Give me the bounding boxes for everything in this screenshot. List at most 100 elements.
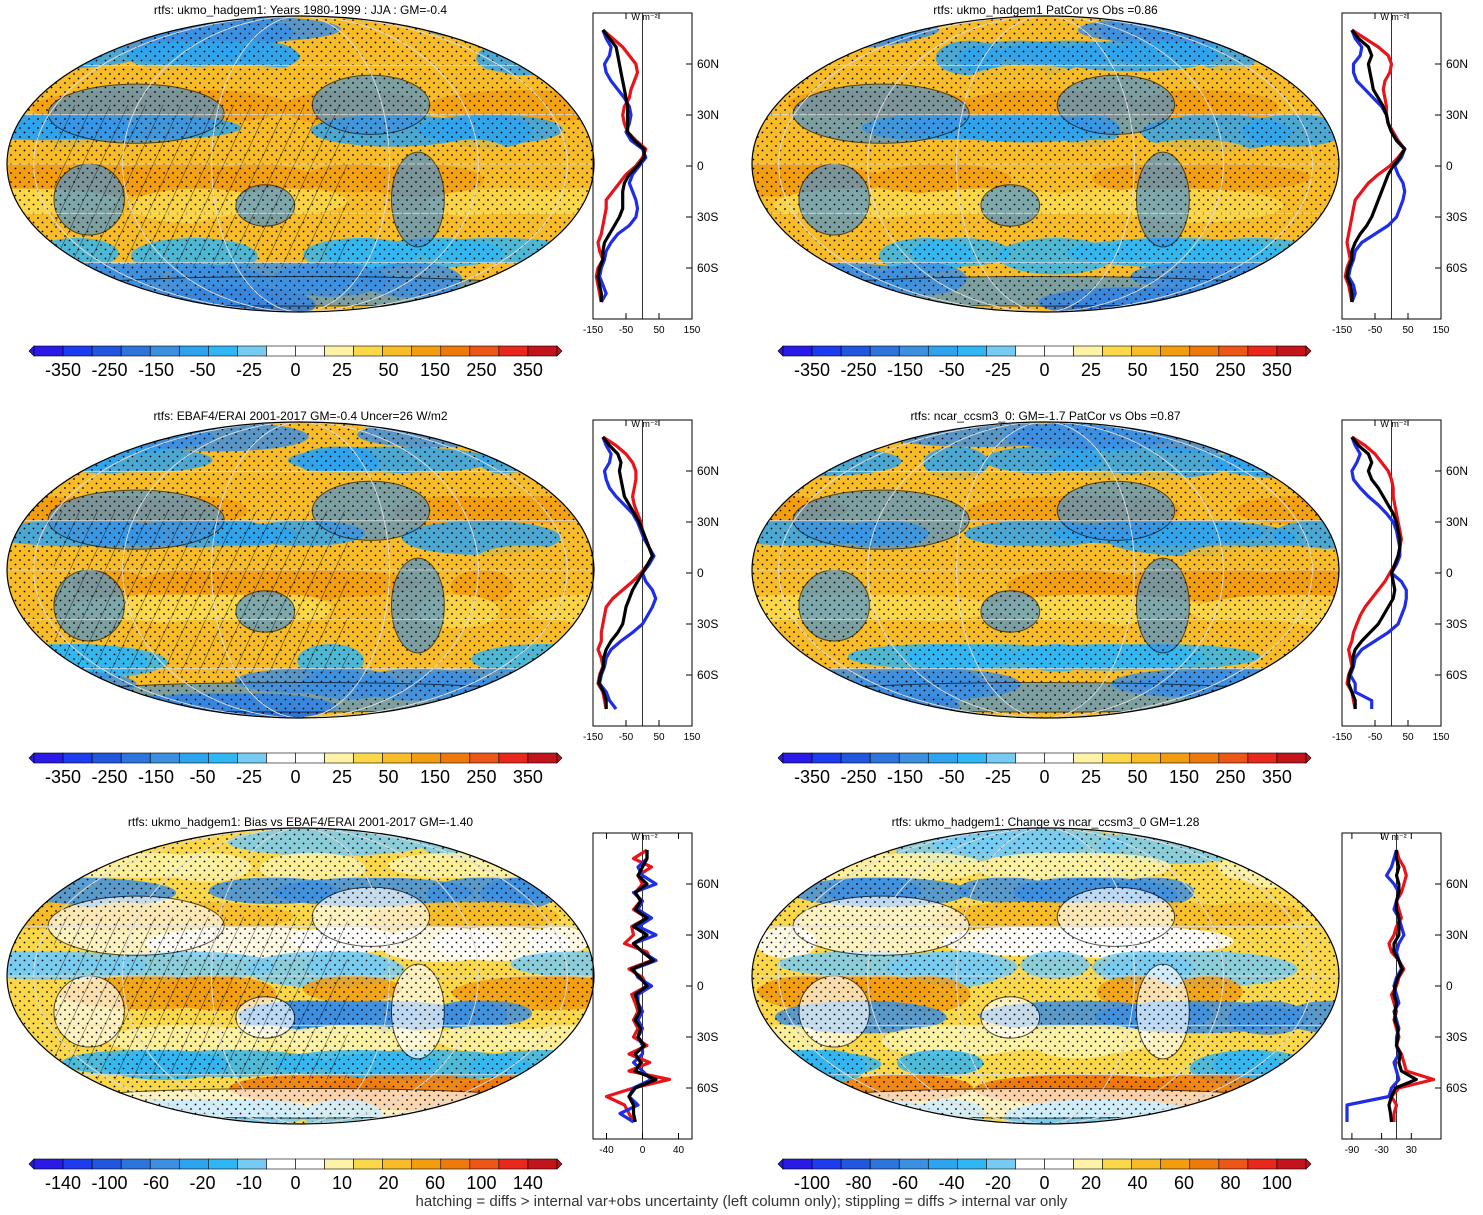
- profile-lat-label: 30S: [697, 210, 718, 224]
- profile-lat-label: 30S: [1446, 1030, 1467, 1044]
- colorbar-swatch: [34, 753, 63, 763]
- colorbar-arrow-high: [557, 1159, 562, 1169]
- hatching: [54, 105, 348, 268]
- colorbar-swatch: [266, 753, 295, 763]
- colorbar-label: 250: [466, 767, 496, 787]
- colorbar-swatch: [383, 1159, 412, 1169]
- colorbar-swatch: [1132, 1159, 1161, 1169]
- map-region: [447, 1099, 644, 1131]
- panel-title: rtfs: ukmo_hadgem1: Years 1980-1999 : JJ…: [154, 3, 447, 17]
- map-region: [486, 1099, 556, 1130]
- colorbar-label: -250: [841, 767, 877, 787]
- colorbar-label: -250: [841, 360, 877, 380]
- colorbar-swatch: [383, 753, 412, 763]
- colorbar-label: 0: [1039, 767, 1049, 787]
- colorbar-swatch: [1045, 346, 1074, 356]
- colorbar-swatch: [528, 346, 557, 356]
- panel-title: rtfs: ukmo_hadgem1 PatCor vs Obs =0.86: [933, 3, 1158, 17]
- colorbar-label: -50: [939, 767, 965, 787]
- colorbar-swatch: [499, 1159, 528, 1169]
- colorbar-swatch: [412, 753, 441, 763]
- colorbar-label: 100: [466, 1173, 496, 1193]
- map-region: [9, 287, 139, 314]
- map-region: [1177, 287, 1348, 321]
- colorbar: -350 -250 -150 -50 -25 0 25 50 150 250 350: [29, 753, 562, 787]
- colorbar-swatch: [928, 1159, 957, 1169]
- colorbar-arrow-low: [29, 1159, 34, 1169]
- colorbar-swatch: [121, 1159, 150, 1169]
- colorbar-swatch: [92, 753, 121, 763]
- colorbar-label: 150: [1169, 767, 1199, 787]
- colorbar-label: 150: [1169, 360, 1199, 380]
- colorbar-swatch: [208, 1159, 237, 1169]
- map-field: [709, 828, 1406, 1136]
- map-region: [787, 693, 895, 721]
- profile-unit: W m⁻²: [631, 419, 657, 429]
- profile-x-tick-label: -150: [1332, 732, 1352, 743]
- colorbar-label: 25: [1081, 360, 1101, 380]
- colorbar-label: -150: [138, 767, 174, 787]
- profile-x-tick-label: -50: [619, 325, 634, 336]
- colorbar-label: -350: [794, 767, 830, 787]
- map-region: [20, 422, 129, 457]
- colorbar-label: 0: [290, 1173, 300, 1193]
- colorbar-label: 50: [378, 360, 398, 380]
- colorbar-label: -10: [236, 1173, 262, 1193]
- colorbar-label: -80: [846, 1173, 872, 1193]
- profile-lat-label: 0: [697, 566, 704, 580]
- colorbar-label: -25: [985, 767, 1011, 787]
- profile-x-tick-label: 150: [684, 325, 701, 336]
- colorbar-label: 150: [420, 767, 450, 787]
- colorbar-swatch: [1015, 346, 1044, 356]
- colorbar-label: -60: [143, 1173, 169, 1193]
- colorbar-swatch: [1277, 753, 1306, 763]
- profile-lat-label: 60S: [697, 1081, 718, 1095]
- colorbar-swatch: [928, 346, 957, 356]
- colorbar-swatch: [150, 1159, 179, 1169]
- colorbar-label: -350: [45, 360, 81, 380]
- profile-lat-label: 60S: [1446, 668, 1467, 682]
- colorbar-label: 350: [1262, 360, 1292, 380]
- profile-lat-label: 30N: [697, 928, 719, 942]
- colorbar-swatch: [179, 346, 208, 356]
- colorbar-label: -150: [887, 360, 923, 380]
- colorbar-swatch: [63, 346, 92, 356]
- colorbar-label: -40: [939, 1173, 965, 1193]
- map-region: [545, 422, 611, 457]
- profile-x-tick-label: -50: [619, 732, 634, 743]
- colorbar-swatch: [266, 346, 295, 356]
- colorbar-swatch: [1248, 1159, 1277, 1169]
- profile-lat-label: 60N: [1446, 877, 1468, 891]
- map-region: [779, 287, 855, 321]
- profile-unit: W m⁻²: [1380, 832, 1406, 842]
- colorbar-label: -50: [190, 360, 216, 380]
- colorbar-swatch: [441, 346, 470, 356]
- colorbar-label: 0: [1039, 1173, 1049, 1193]
- map-field: [0, 828, 671, 1131]
- colorbar: -350 -250 -150 -50 -25 0 25 50 150 250 350: [778, 753, 1311, 787]
- profile-x-tick-label: 150: [1433, 325, 1450, 336]
- profile-x-tick-label: -30: [1374, 1145, 1389, 1156]
- colorbar-swatch: [354, 753, 383, 763]
- profile-x-tick-label: 150: [1433, 732, 1450, 743]
- zonal-profile: -150 -50 50 15060N30N030S60SW m⁻²: [1332, 419, 1468, 743]
- colorbar-swatch: [63, 753, 92, 763]
- colorbar-swatch: [986, 346, 1015, 356]
- map-region: [0, 828, 66, 864]
- colorbar-swatch: [34, 1159, 63, 1169]
- map-region: [552, 644, 626, 680]
- colorbar-label: 350: [1262, 767, 1292, 787]
- map-region: [767, 693, 876, 725]
- colorbar-label: -150: [887, 767, 923, 787]
- profile-lat-label: 60S: [697, 668, 718, 682]
- profile-lat-label: 0: [697, 159, 704, 173]
- profile-lat-label: 30S: [1446, 210, 1467, 224]
- colorbar-label: -20: [985, 1173, 1011, 1193]
- colorbar: -350 -250 -150 -50 -25 0 25 50 150 250 350: [778, 346, 1311, 380]
- colorbar-swatch: [237, 346, 266, 356]
- map-region: [738, 16, 836, 42]
- colorbar-swatch: [92, 346, 121, 356]
- panel-title: rtfs: ukmo_hadgem1: Change vs ncar_ccsm3…: [892, 815, 1200, 829]
- profile-lat-label: 0: [1446, 159, 1453, 173]
- colorbar-swatch: [296, 1159, 325, 1169]
